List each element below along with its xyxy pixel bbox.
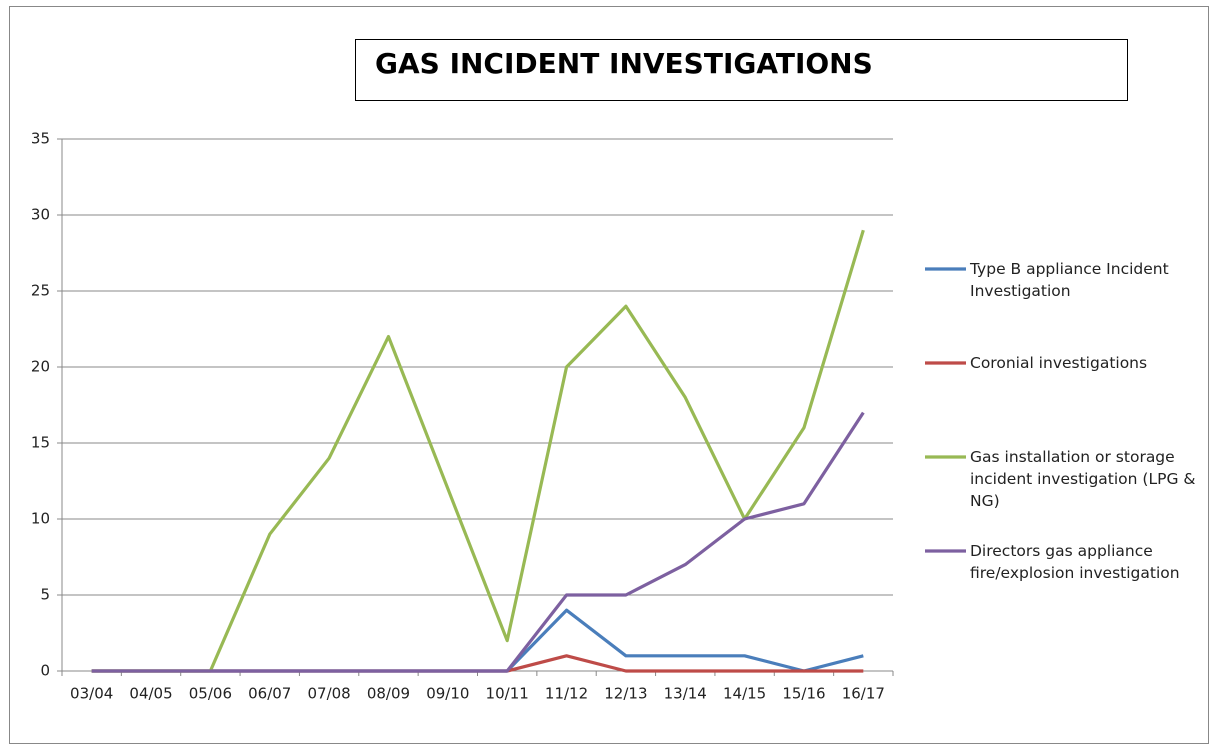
chart-title: GAS INCIDENT INVESTIGATIONS	[375, 47, 873, 80]
y-tick-label: 35	[31, 130, 50, 148]
x-tick-label: 08/09	[367, 685, 410, 703]
x-tick-label: 09/10	[426, 685, 469, 703]
legend-label: Directors gas appliance fire/explosion i…	[970, 542, 1180, 582]
x-tick-label: 03/04	[70, 685, 113, 703]
series-line	[91, 229, 865, 673]
chart-frame	[9, 6, 1209, 744]
x-tick-label: 04/05	[129, 685, 172, 703]
legend-label: Type B appliance Incident Investigation	[970, 260, 1169, 300]
y-tick-label: 25	[31, 282, 50, 300]
title-box	[355, 39, 1128, 101]
x-tick-label: 13/14	[664, 685, 707, 703]
x-tick-label: 11/12	[545, 685, 588, 703]
y-tick-label: 0	[40, 662, 50, 680]
legend-label: Coronial investigations	[970, 354, 1148, 372]
y-tick-label: 30	[31, 206, 50, 224]
series-line	[91, 608, 864, 673]
x-tick-label: 07/08	[307, 685, 350, 703]
x-tick-label: 10/11	[486, 685, 529, 703]
x-tick-label: 12/13	[604, 685, 647, 703]
x-tick-label: 15/16	[782, 685, 825, 703]
y-tick-label: 20	[31, 358, 50, 376]
series-line	[91, 411, 865, 673]
x-tick-label: 06/07	[248, 685, 291, 703]
y-tick-label: 15	[31, 434, 50, 452]
x-tick-label: 14/15	[723, 685, 766, 703]
y-tick-label: 10	[31, 510, 50, 528]
x-tick-label: 05/06	[189, 685, 232, 703]
legend-label: Gas installation or storage incident inv…	[970, 448, 1196, 510]
y-tick-label: 5	[40, 586, 50, 604]
x-tick-label: 16/17	[842, 685, 885, 703]
